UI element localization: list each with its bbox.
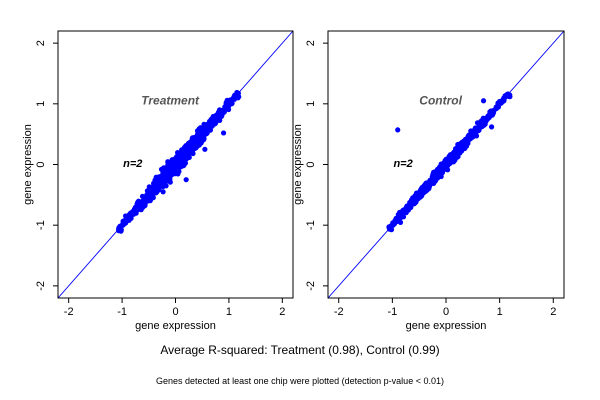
- data-point: [487, 111, 493, 118]
- data-point: [147, 189, 153, 195]
- data-point: [430, 177, 436, 183]
- data-point: [495, 103, 501, 109]
- data-point: [435, 171, 441, 177]
- data-point: [169, 165, 175, 171]
- data-point: [395, 127, 401, 133]
- panel-treatment: -2 -1 0 1 2 -2 -1 0 1 2 gene expression gene expres…: [22, 30, 294, 332]
- data-point: [183, 177, 189, 183]
- data-point: [233, 92, 239, 98]
- x-axis-label: gene expression: [406, 320, 487, 332]
- data-point: [439, 166, 445, 172]
- data-point: [480, 98, 487, 104]
- x-tick-label: -1: [387, 306, 397, 318]
- data-point: [228, 101, 235, 107]
- data-point: [117, 226, 123, 232]
- y-tick-label: 0: [35, 161, 47, 167]
- detection-note: Genes detected at least one chip were pl…: [156, 376, 444, 386]
- x-tick-label: 2: [550, 306, 556, 318]
- point-cloud: [116, 89, 242, 234]
- data-point: [156, 180, 162, 186]
- data-point: [473, 127, 479, 133]
- data-point: [160, 189, 166, 195]
- data-point: [198, 132, 204, 138]
- y-axis-label: gene expression: [292, 124, 304, 205]
- data-point: [388, 223, 394, 230]
- x-tick-label: -2: [334, 306, 344, 318]
- data-point: [455, 146, 461, 153]
- data-point: [181, 152, 187, 158]
- data-point: [220, 130, 227, 136]
- x-tick-label: -1: [117, 306, 127, 318]
- data-point: [218, 112, 224, 118]
- data-point: [205, 123, 211, 129]
- data-point: [147, 193, 153, 199]
- x-tick-label: 2: [279, 306, 285, 318]
- data-point: [165, 159, 171, 165]
- data-point: [179, 156, 185, 162]
- data-point: [167, 176, 173, 182]
- data-point: [173, 162, 179, 168]
- r-squared-caption: Average R-squared: Treatment (0.98), Con…: [160, 343, 440, 357]
- data-point: [423, 181, 429, 187]
- y-tick-label: 0: [305, 161, 317, 167]
- data-point: [410, 200, 416, 206]
- y-tick-label: -2: [35, 281, 47, 291]
- y-tick-label: -1: [35, 220, 47, 230]
- y-tick-label: 1: [35, 101, 47, 107]
- data-point: [393, 218, 399, 224]
- data-point: [128, 210, 134, 216]
- sample-count-annotation: n=2: [123, 158, 142, 170]
- panel-control: -2 -1 0 1 2 -2 -1 0 1 2 gene expression gene expres…: [292, 30, 565, 332]
- y-tick-label: 2: [35, 40, 47, 46]
- y-tick-label: -2: [305, 281, 317, 291]
- data-point: [482, 118, 488, 124]
- data-point: [500, 98, 506, 104]
- data-point: [488, 124, 495, 130]
- data-point: [470, 132, 476, 138]
- data-point: [417, 191, 423, 197]
- y-axis-label: gene expression: [22, 124, 34, 205]
- data-point: [201, 136, 207, 143]
- data-point: [183, 147, 190, 153]
- data-point: [135, 203, 141, 209]
- data-point: [176, 168, 182, 175]
- data-point: [401, 209, 407, 216]
- x-tick-label: 0: [443, 306, 449, 318]
- x-axis-label: gene expression: [135, 320, 216, 332]
- data-point: [151, 185, 157, 191]
- y-tick-label: 1: [305, 101, 317, 107]
- x-tick-label: 1: [497, 306, 503, 318]
- data-point: [477, 121, 483, 128]
- data-point: [147, 198, 153, 204]
- data-point: [214, 114, 220, 121]
- data-point: [202, 146, 208, 152]
- sample-count-annotation: n=2: [393, 158, 412, 170]
- data-point: [190, 141, 196, 147]
- y-tick-label: 2: [305, 40, 317, 46]
- data-point: [461, 141, 467, 147]
- data-point: [443, 161, 449, 167]
- x-tick-label: -2: [64, 306, 74, 318]
- data-point: [162, 173, 168, 179]
- x-tick-label: 1: [226, 306, 232, 318]
- y-tick-label: -1: [305, 220, 317, 230]
- panel-title: Treatment: [141, 93, 200, 107]
- data-point: [125, 215, 131, 221]
- panel-title: Control: [419, 93, 462, 107]
- data-point: [227, 97, 234, 103]
- point-cloud: [386, 91, 513, 233]
- x-tick-label: 0: [172, 306, 178, 318]
- data-point: [447, 156, 453, 163]
- data-point: [163, 183, 169, 189]
